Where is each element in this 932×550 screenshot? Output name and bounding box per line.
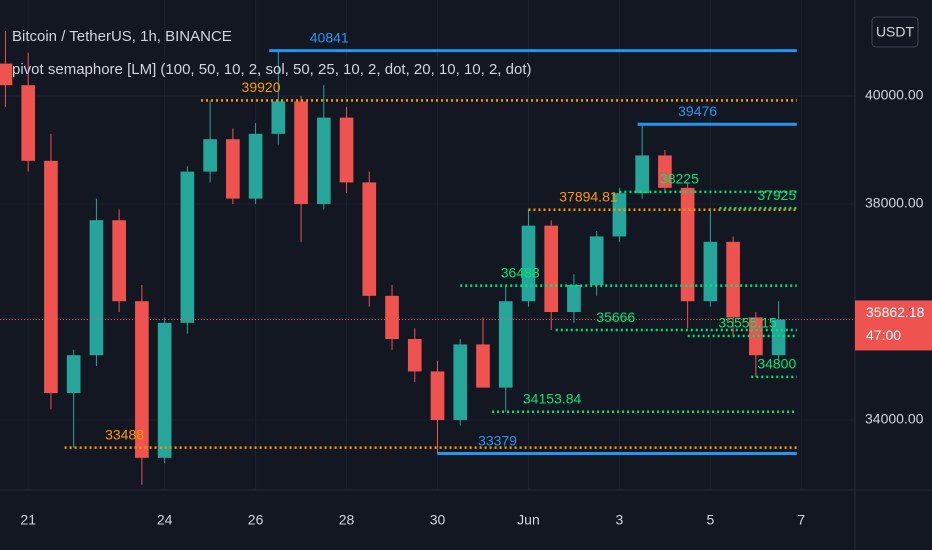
pivot-label: 36488 <box>501 264 540 280</box>
candle-body <box>339 117 354 183</box>
candle-body <box>271 101 286 134</box>
last-price-tag <box>855 300 932 351</box>
y-tick-label: 40000.00 <box>865 87 924 103</box>
candle-body <box>476 344 490 388</box>
pivot-label: 38225 <box>660 171 699 187</box>
candle-body <box>316 117 331 205</box>
pivot-label: 34153.84 <box>523 390 582 406</box>
candle-body <box>726 241 740 318</box>
x-tick-label: 7 <box>797 512 805 528</box>
candle-body <box>589 236 604 286</box>
x-tick-label: Jun <box>517 512 540 528</box>
candle-body <box>567 285 581 313</box>
x-tick-label: 21 <box>20 512 36 528</box>
candle-body <box>157 322 172 458</box>
candle-body <box>749 317 763 356</box>
pivot-label: 34800 <box>757 356 796 372</box>
chart-title: Bitcoin / TetherUS, 1h, BINANCE <box>12 28 232 45</box>
candle-body <box>203 139 217 172</box>
x-tick-label: 3 <box>616 512 624 528</box>
candle-body <box>521 225 536 302</box>
pivot-label: 39476 <box>678 103 717 119</box>
y-tick-label: 34000.00 <box>865 411 924 427</box>
currency-button[interactable] <box>871 16 919 48</box>
last-price-label: 35862.18 <box>866 304 925 320</box>
x-tick-label: 26 <box>248 512 264 528</box>
pivot-label: 37925 <box>757 187 796 203</box>
plot-area <box>0 0 855 490</box>
candle-body <box>248 133 263 199</box>
x-tick-label: 24 <box>157 512 173 528</box>
pivot-label: 35555.15 <box>718 315 777 331</box>
pivot-label: 37894.81 <box>559 188 618 204</box>
candle-body <box>21 85 36 161</box>
candle-body <box>66 355 81 394</box>
candle-body <box>498 301 513 388</box>
candle-body <box>612 193 627 237</box>
countdown-label: 47:00 <box>866 327 901 343</box>
candle-body <box>294 101 308 205</box>
candle-body <box>407 339 422 372</box>
candle-body <box>0 63 13 86</box>
candle-body <box>703 241 718 302</box>
x-tick-label: 28 <box>339 512 355 528</box>
candle-body <box>658 155 672 188</box>
candle-body <box>453 344 468 421</box>
pivot-label: 33379 <box>478 432 517 448</box>
pivot-label: 35666 <box>596 309 635 325</box>
candle-body <box>635 155 649 194</box>
candle-body <box>226 139 240 199</box>
candle-body <box>135 301 149 458</box>
candle-body <box>385 295 399 340</box>
pivot-label: 40841 <box>310 29 349 45</box>
currency-label: USDT <box>876 24 915 40</box>
y-tick-label: 38000.00 <box>865 195 924 211</box>
candle-body <box>44 160 58 394</box>
pivot-label: 39920 <box>242 79 281 95</box>
indicator-label: pivot semaphore [LM] (100, 50, 10, 2, so… <box>12 61 532 78</box>
candle-body <box>362 182 377 296</box>
candle-body <box>430 371 445 421</box>
x-tick-label: 5 <box>706 512 714 528</box>
candle-body <box>112 220 126 302</box>
candle-body <box>180 171 195 323</box>
candle-body <box>680 187 695 302</box>
candle-body <box>544 225 559 313</box>
pivot-label: 33488 <box>105 426 144 442</box>
candle-body <box>771 319 786 356</box>
x-tick-label: 30 <box>430 512 446 528</box>
candle-body <box>89 220 104 356</box>
